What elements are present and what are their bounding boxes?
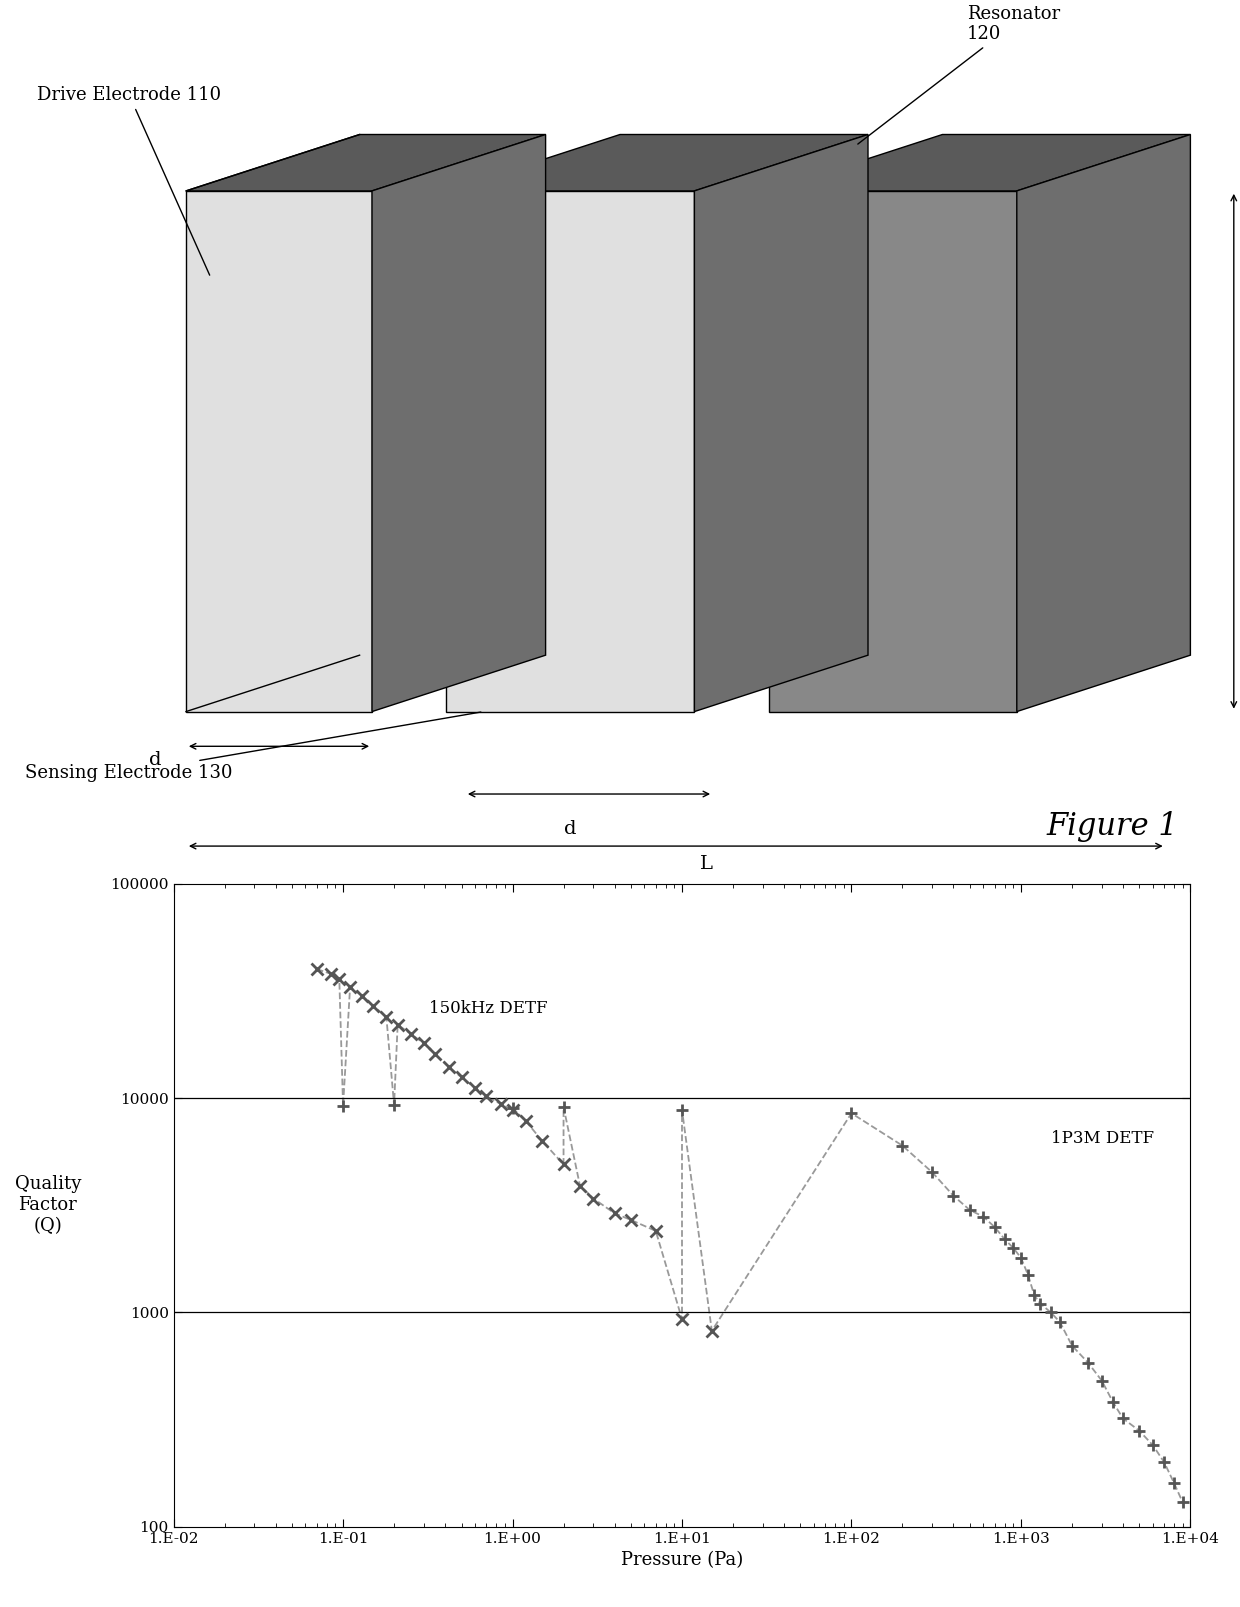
Text: Resonator
120: Resonator 120 (858, 5, 1060, 145)
Polygon shape (372, 135, 546, 712)
Text: Drive Electrode 110: Drive Electrode 110 (37, 87, 221, 275)
Text: d: d (564, 820, 577, 839)
Polygon shape (186, 191, 372, 712)
Polygon shape (769, 191, 1017, 712)
Polygon shape (446, 135, 868, 191)
Polygon shape (694, 135, 868, 712)
Text: d: d (149, 750, 161, 768)
X-axis label: Pressure (Pa): Pressure (Pa) (621, 1551, 743, 1568)
Text: Figure 1: Figure 1 (1047, 812, 1178, 842)
Text: 150kHz DETF: 150kHz DETF (429, 1000, 547, 1017)
Polygon shape (186, 135, 546, 191)
Polygon shape (1017, 135, 1190, 712)
Y-axis label: Quality
Factor
(Q): Quality Factor (Q) (15, 1175, 81, 1236)
Text: Sensing Electrode 130: Sensing Electrode 130 (25, 712, 481, 781)
Polygon shape (769, 135, 1190, 191)
Text: 1P3M DETF: 1P3M DETF (1050, 1130, 1154, 1147)
Polygon shape (446, 191, 694, 712)
Text: L: L (701, 855, 713, 873)
